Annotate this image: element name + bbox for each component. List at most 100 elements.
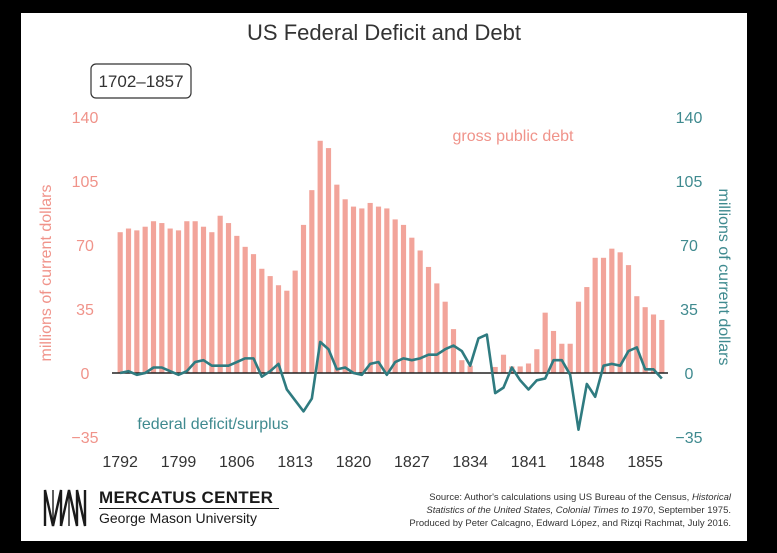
x-tick-1806: 1806 <box>219 454 255 471</box>
debt-bar-1857 <box>659 319 665 373</box>
y-axis-label-right: millions of current dollars <box>715 189 732 366</box>
debt-bar-1849 <box>592 257 598 373</box>
debt-bar-1831 <box>442 301 448 373</box>
mercatus-logo-mark <box>43 489 87 527</box>
y-tick-left--35: −35 <box>71 430 98 447</box>
debt-bar-1834 <box>467 365 473 373</box>
debt-bar-1820 <box>350 206 357 373</box>
x-tick-1827: 1827 <box>394 454 430 471</box>
debt-bar-1844 <box>550 330 557 373</box>
tick-labels: −35 −35 0 0 35 35 70 70 105 105 140 140 1792 1799 1806… <box>71 110 702 471</box>
debt-bar-1848 <box>584 287 590 373</box>
x-tick-1848: 1848 <box>569 454 605 471</box>
period-badge <box>90 63 192 99</box>
x-tick-1834: 1834 <box>452 454 488 471</box>
debt-bar-1830 <box>434 283 440 373</box>
mercatus-logo: MERCATUS CENTER George Mason University <box>43 488 283 528</box>
debt-bar-1824 <box>384 208 390 373</box>
debt-bar-1797 <box>159 223 165 373</box>
debt-bar-1799 <box>175 230 182 373</box>
y-tick-left-140: 140 <box>72 110 99 127</box>
chart-title: US Federal Deficit and Debt <box>247 20 521 45</box>
debt-bar-1850 <box>600 257 607 373</box>
debt-bar-1819 <box>342 199 348 373</box>
x-tick-1813: 1813 <box>277 454 313 471</box>
debt-bar-1842 <box>534 349 540 373</box>
debt-bars <box>117 140 665 374</box>
debt-bar-1851 <box>609 248 615 373</box>
y-tick-right-70: 70 <box>680 238 698 255</box>
debt-bar-1793 <box>125 228 132 373</box>
debt-bar-1826 <box>400 224 407 373</box>
debt-bar-1853 <box>625 265 632 373</box>
x-tick-1820: 1820 <box>336 454 372 471</box>
debt-bar-1828 <box>417 250 423 373</box>
y-tick-right-35: 35 <box>680 302 698 319</box>
x-tick-1799: 1799 <box>161 454 197 471</box>
debt-bar-1794 <box>134 230 140 373</box>
debt-bar-1825 <box>392 219 398 373</box>
debt-bar-1833 <box>459 360 465 373</box>
chart-frame: −35 −35 0 0 35 35 70 70 105 105 140 140 1792 1799 1806… <box>21 13 747 541</box>
x-tick-1841: 1841 <box>511 454 547 471</box>
y-tick-left-35: 35 <box>76 302 94 319</box>
y-tick-left-70: 70 <box>76 238 94 255</box>
debt-bar-1816 <box>317 140 323 373</box>
debt-bar-1803 <box>209 232 215 373</box>
debt-bar-1847 <box>575 301 582 373</box>
debt-bar-1852 <box>617 252 623 373</box>
debt-bar-1805 <box>225 223 232 373</box>
debt-bar-1796 <box>150 221 157 373</box>
y-axis-label-left: millions of current dollars <box>38 185 55 362</box>
debt-bar-1815 <box>309 190 315 373</box>
debt-bar-1814 <box>300 224 307 373</box>
debt-bar-1801 <box>192 221 198 373</box>
debt-bar-1810 <box>267 276 273 373</box>
debt-bar-1845 <box>559 343 565 373</box>
debt-bar-1813 <box>292 270 298 373</box>
debt-bar-1818 <box>334 184 340 373</box>
debt-series-label: gross public debt <box>453 128 575 145</box>
y-tick-right--35: −35 <box>675 430 702 447</box>
debt-bar-1807 <box>242 246 248 373</box>
y-tick-right-0: 0 <box>685 366 694 383</box>
debt-bar-1821 <box>359 208 365 373</box>
debt-bar-1798 <box>167 228 173 373</box>
debt-bar-1838 <box>500 354 507 373</box>
debt-bar-1811 <box>275 285 282 373</box>
debt-bar-1812 <box>284 290 290 373</box>
y-tick-right-140: 140 <box>676 110 703 127</box>
deficit-debt-chart: −35 −35 0 0 35 35 70 70 105 105 140 140 1792 1799 1806… <box>38 20 732 471</box>
debt-bar-1808 <box>250 254 257 373</box>
deficit-series-label: federal deficit/surplus <box>137 416 288 433</box>
debt-bar-1809 <box>259 268 265 373</box>
y-tick-right-105: 105 <box>676 174 703 191</box>
y-tick-left-0: 0 <box>81 366 90 383</box>
debt-bar-1856 <box>650 314 657 373</box>
x-tick-1855: 1855 <box>627 454 663 471</box>
debt-bar-1822 <box>367 202 373 373</box>
debt-bar-1843 <box>542 312 548 373</box>
debt-bar-1800 <box>184 221 190 373</box>
debt-bar-1854 <box>634 296 640 373</box>
x-tick-1792: 1792 <box>102 454 138 471</box>
debt-bar-1827 <box>409 237 415 373</box>
debt-bar-1846 <box>567 343 573 373</box>
debt-bar-1817 <box>325 148 332 373</box>
debt-bar-1802 <box>200 226 207 373</box>
debt-bar-1840 <box>517 366 523 373</box>
debt-bar-1841 <box>525 363 532 373</box>
period-badge-label: 1702–1857 <box>98 72 183 91</box>
deficit-surplus-line <box>119 333 663 431</box>
debt-bar-1832 <box>450 329 457 373</box>
debt-bar-1795 <box>142 226 148 373</box>
debt-bar-1804 <box>217 215 223 373</box>
debt-bar-1829 <box>425 266 432 373</box>
debt-bar-1855 <box>642 307 648 373</box>
debt-bar-1837 <box>492 366 498 373</box>
y-tick-left-105: 105 <box>72 174 99 191</box>
debt-bar-1792 <box>117 232 123 373</box>
source-note: Source: Author's calculations using US B… <box>409 492 731 529</box>
debt-bar-1823 <box>375 206 382 373</box>
debt-bar-1806 <box>234 235 240 373</box>
